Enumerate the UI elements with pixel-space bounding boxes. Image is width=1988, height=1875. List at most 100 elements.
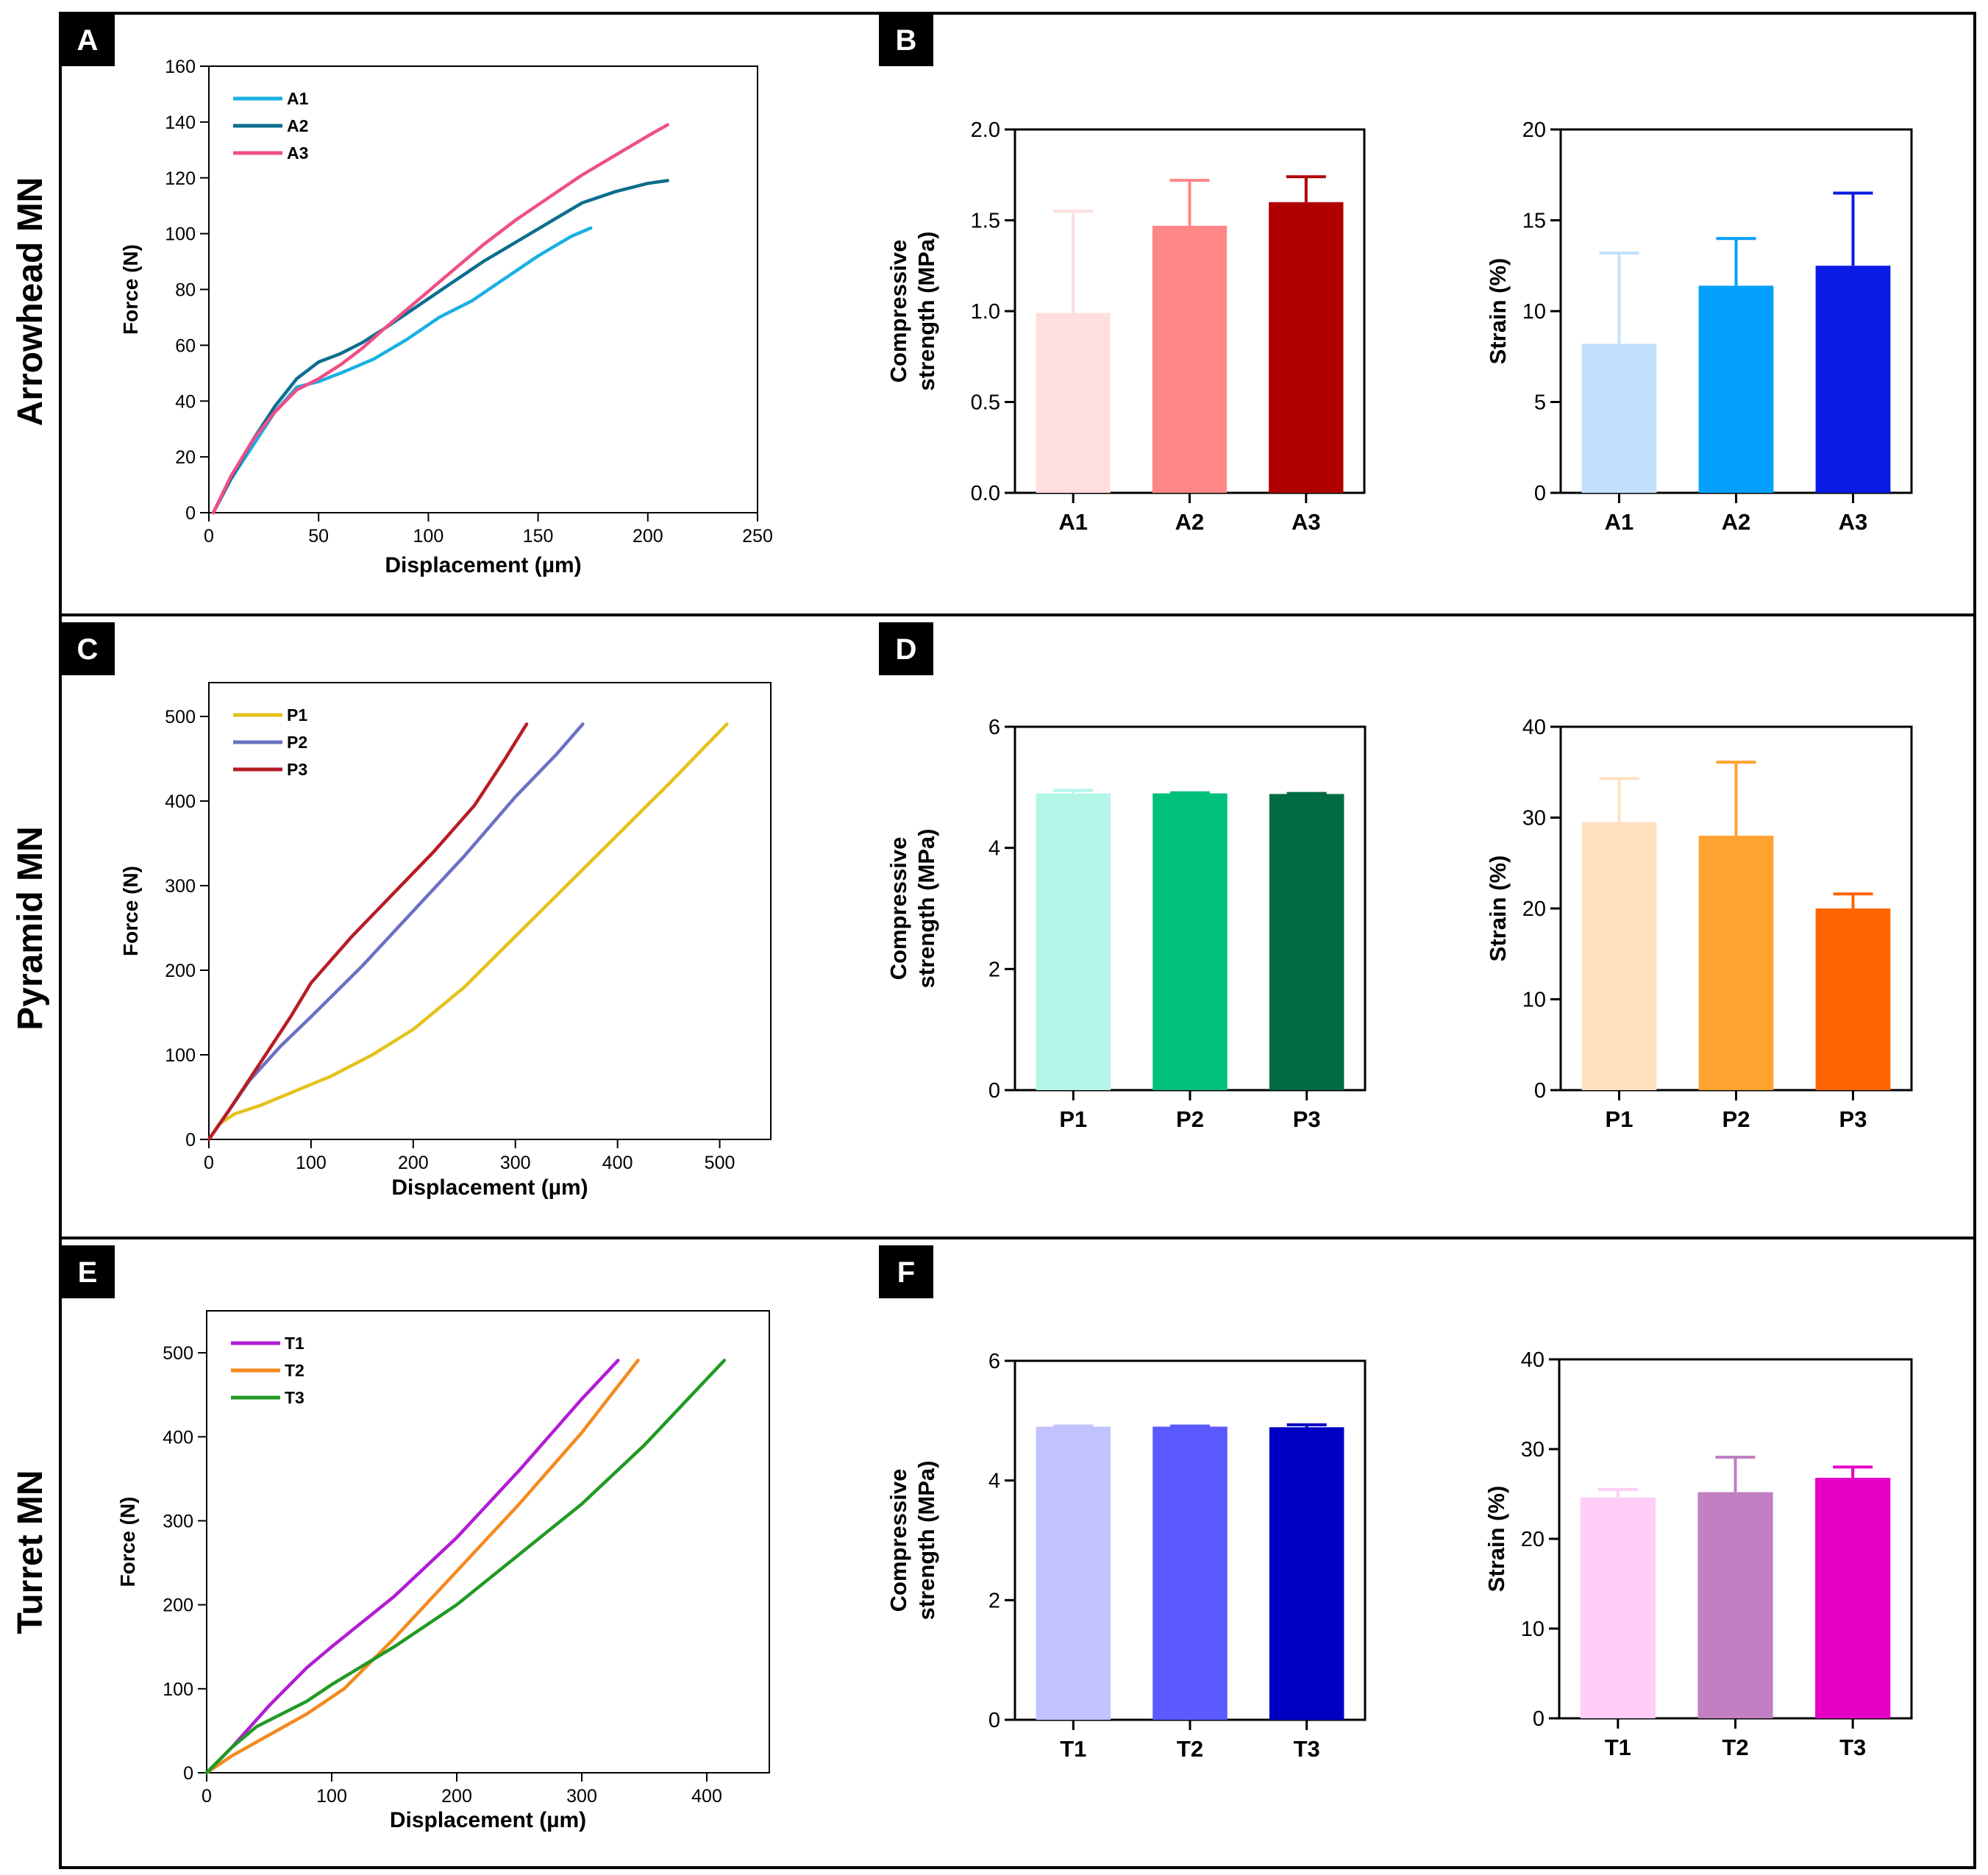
y-axis-title-line-1: Compressive [886, 837, 911, 981]
series-line-a3 [211, 123, 669, 515]
series-line-p3 [207, 722, 529, 1142]
chart-compressive-strength-turret: 0 2 4 6 Compressive strength (MPa) T1 T2 T3 [886, 1350, 1367, 1762]
x-tick-label-a1: A1 [1058, 509, 1088, 535]
x-tick-label-p3: P3 [1293, 1106, 1321, 1132]
y-tick-label: 120 [165, 168, 196, 189]
bar-a2 [1152, 225, 1228, 493]
x-tick-label-t3: T3 [1839, 1735, 1866, 1760]
y-axis-title: Strain (%) [1485, 855, 1511, 962]
y-axis-title-line-2: strength (MPa) [913, 829, 939, 989]
x-tick-label: 200 [441, 1786, 472, 1807]
x-tick-label: 0 [204, 526, 214, 547]
x-tick-label: 100 [296, 1153, 327, 1173]
x-tick-label: 500 [705, 1153, 735, 1173]
y-axis-title-line-1: Compressive [886, 1469, 911, 1612]
y-tick-label: 500 [163, 1343, 193, 1364]
figure-frame [59, 12, 1976, 1869]
x-tick-label: 150 [523, 526, 554, 547]
y-tick-label: 140 [165, 113, 196, 133]
x-tick-label: 50 [308, 526, 329, 547]
x-tick-label: 0 [202, 1786, 212, 1807]
x-tick-label-p2: P2 [1176, 1106, 1204, 1132]
y-tick-label: 0 [988, 1079, 1000, 1103]
svg-text:C: C [77, 633, 99, 666]
bar-t3 [1269, 1427, 1344, 1720]
x-tick-label-a3: A3 [1292, 509, 1321, 535]
chart-strain-turret: 0 10 20 30 40 Strain (%) T1 T2 T3 [1483, 1348, 1913, 1760]
y-axis-title-line-1: Compressive [886, 240, 911, 383]
y-tick-label: 10 [1522, 300, 1546, 324]
y-tick-label: 40 [175, 391, 196, 412]
chart-force-displacement-arrowhead: 0 20 40 60 80 100 120 140 160 0 50 100 150 200 250 Disp… [119, 57, 773, 577]
y-tick-label: 2 [988, 958, 1000, 981]
y-tick-label: 300 [165, 876, 196, 897]
y-tick-label: 0 [185, 503, 196, 524]
x-tick-label-p3: P3 [1839, 1106, 1867, 1132]
bar-p2 [1152, 793, 1228, 1090]
x-tick-label-t2: T2 [1722, 1735, 1748, 1760]
y-tick-label: 200 [165, 961, 196, 981]
y-axis-title: Force (N) [119, 866, 142, 956]
legend-label-a2: A2 [287, 116, 308, 135]
y-tick-label: 40 [1521, 1348, 1545, 1372]
row-title-turret: Turret MN [11, 1470, 50, 1634]
x-tick-label-a1: A1 [1605, 509, 1634, 535]
bar-a2 [1698, 285, 1774, 493]
plot-frame [206, 1310, 770, 1773]
bar-a1 [1581, 344, 1657, 493]
y-tick-label: 0.5 [971, 391, 1000, 415]
svg-text:B: B [896, 24, 917, 57]
y-tick-label: 60 [175, 335, 196, 356]
y-tick-label: 0 [1534, 482, 1546, 505]
svg-text:F: F [897, 1256, 915, 1289]
y-tick-label: 0 [183, 1763, 193, 1784]
y-axis-title: Strain (%) [1485, 258, 1511, 365]
y-tick-label: 2 [988, 1589, 1000, 1612]
bar-a3 [1815, 266, 1891, 493]
legend-label-p1: P1 [287, 705, 307, 725]
panel-label-b: B [879, 13, 933, 66]
bar-t1 [1036, 1426, 1111, 1720]
y-tick-label: 300 [163, 1511, 193, 1531]
bar-p1 [1036, 793, 1111, 1090]
chart-force-displacement-pyramid: 0 100 200 300 400 500 0 100 200 300 400 500 Displace… [119, 682, 772, 1200]
y-tick-label: 80 [175, 280, 196, 301]
y-tick-label: 100 [165, 1045, 196, 1066]
legend-label-a1: A1 [287, 89, 309, 108]
y-tick-label: 160 [165, 57, 196, 77]
x-tick-label-p1: P1 [1606, 1106, 1633, 1132]
x-tick-label-p1: P1 [1059, 1106, 1087, 1132]
plot-frame [208, 682, 772, 1140]
x-axis-title: Displacement (µm) [390, 1808, 586, 1832]
x-tick-label: 100 [316, 1786, 347, 1807]
y-tick-label: 20 [1521, 1528, 1545, 1551]
svg-text:A: A [77, 24, 99, 57]
series-line-p1 [207, 722, 729, 1142]
y-tick-label: 20 [175, 447, 196, 468]
y-axis-title-line-2: strength (MPa) [913, 1461, 939, 1620]
x-axis-title: Displacement (µm) [385, 553, 581, 577]
series-line-t1 [204, 1359, 620, 1775]
y-tick-label: 500 [165, 707, 196, 727]
x-tick-label-t2: T2 [1177, 1736, 1203, 1762]
y-tick-label: 1.5 [971, 210, 1000, 233]
y-tick-label: 0 [1534, 1079, 1546, 1103]
x-tick-label-t1: T1 [1060, 1736, 1086, 1762]
legend-label-t3: T3 [285, 1388, 304, 1407]
bar-p1 [1581, 822, 1657, 1090]
y-tick-label: 30 [1522, 807, 1546, 830]
bar-a3 [1269, 202, 1344, 493]
row-title-arrowhead: Arrowhead MN [11, 177, 50, 427]
panel-label-a: A [60, 13, 115, 66]
y-tick-label: 0 [1533, 1707, 1545, 1731]
y-tick-label: 200 [163, 1595, 193, 1616]
x-axis-title: Displacement (µm) [391, 1175, 588, 1200]
chart-strain-arrowhead: 0 5 10 15 20 Strain (%) A1 A2 A3 [1485, 118, 1913, 535]
y-tick-label: 0 [988, 1709, 1000, 1732]
y-tick-label: 4 [988, 1470, 1000, 1493]
bar-p3 [1815, 908, 1891, 1090]
x-tick-label: 100 [413, 526, 444, 547]
y-tick-label: 20 [1522, 118, 1546, 142]
bar-t1 [1580, 1497, 1656, 1718]
